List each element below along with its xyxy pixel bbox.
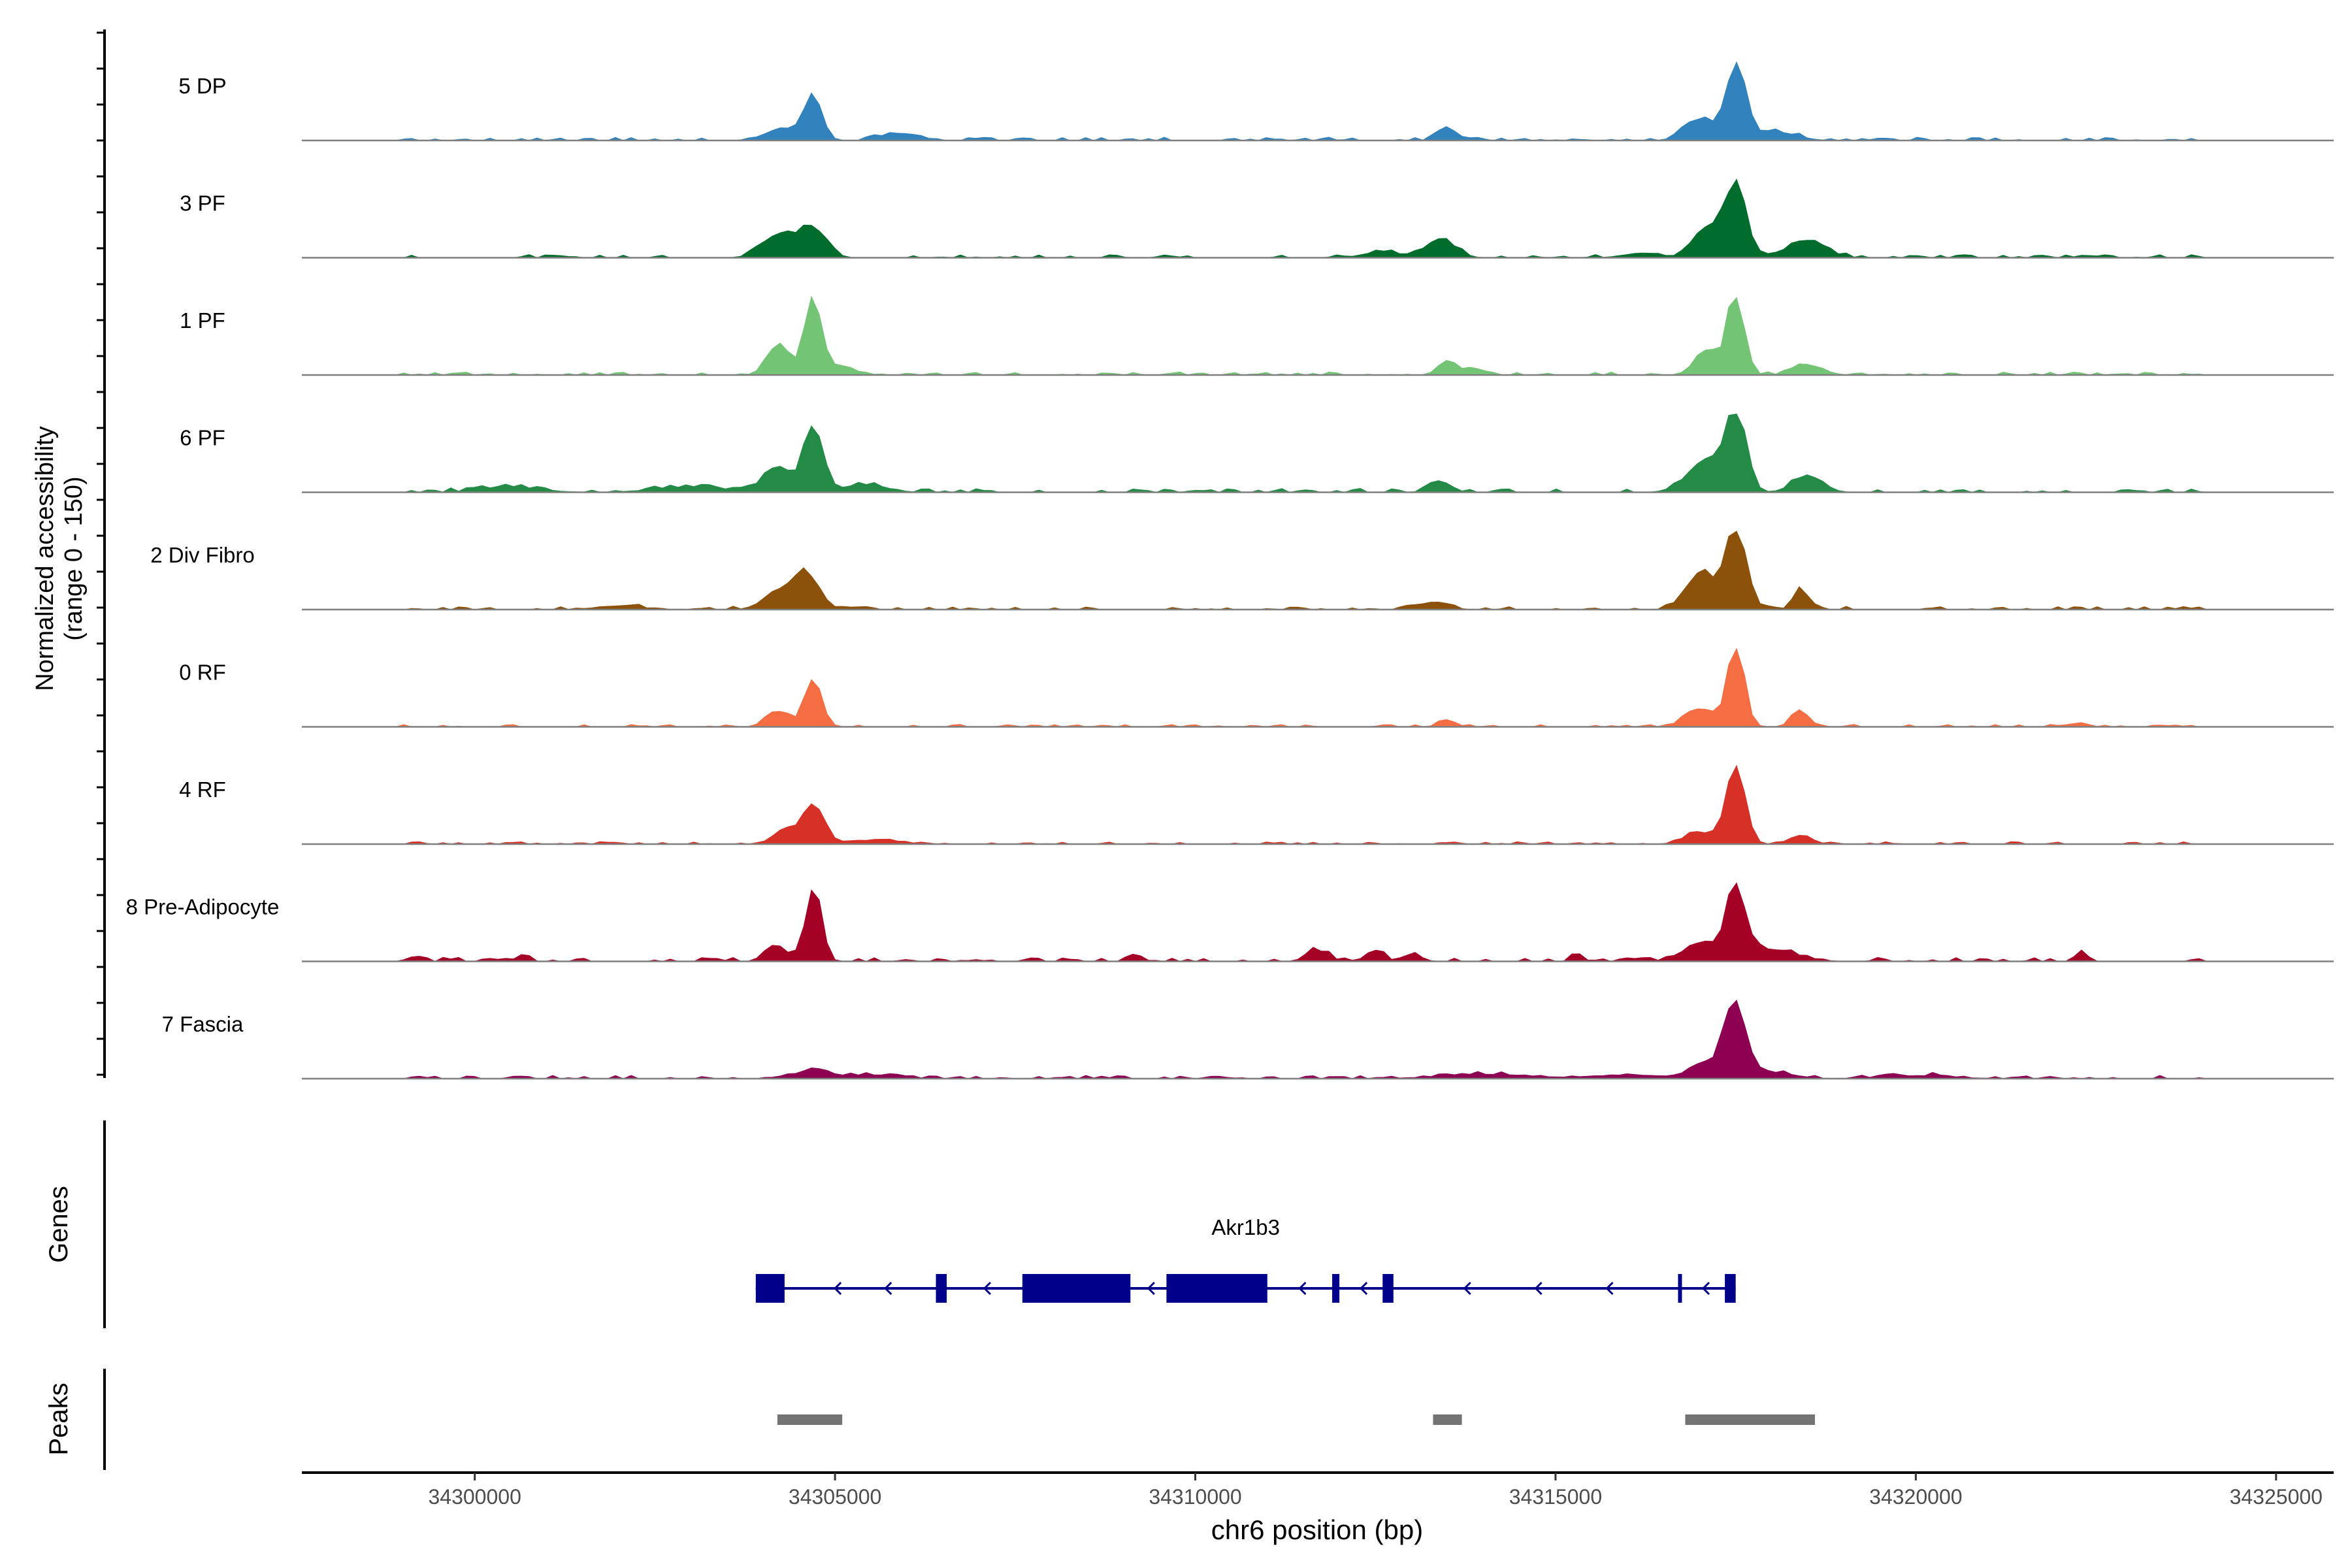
peak-interval: [777, 1414, 843, 1425]
x-tick-label: 34315000: [1509, 1485, 1602, 1509]
strand-arrow: [1701, 1281, 1710, 1296]
track-label: 2 Div Fibro: [150, 543, 255, 567]
gene-exon: [1725, 1274, 1736, 1303]
x-tick-label: 34300000: [428, 1485, 521, 1509]
coverage-track: 5 DP: [178, 61, 2334, 142]
x-axis-ticks: 34300000 34305000 34310000 34315000 34320000…: [428, 1473, 2323, 1509]
y-axis-label-line2: (range 0 - 150): [60, 476, 88, 640]
gene-exon: [1382, 1274, 1394, 1303]
peak-interval: [1685, 1414, 1815, 1425]
x-tick-label: 34320000: [1869, 1485, 1962, 1509]
strand-arrow: [1605, 1281, 1614, 1296]
track-label: 0 RF: [179, 661, 226, 685]
gene-exon: [1678, 1274, 1682, 1303]
coverage-axis-ticks: [97, 31, 105, 1076]
y-axis-label-line1: Normalized accessibility: [31, 426, 59, 691]
strand-arrow: [833, 1281, 842, 1296]
track-label: 5 DP: [178, 74, 226, 98]
gene-exon: [755, 1274, 785, 1303]
coverage-track: 4 RF: [179, 764, 2334, 845]
strand-arrow: [884, 1281, 892, 1296]
coverage-track: 2 Div Fibro: [150, 531, 2334, 611]
coverage-track: 7 Fascia: [162, 1000, 2334, 1080]
track-label: 3 PF: [180, 191, 225, 216]
x-tick-label: 34310000: [1149, 1485, 1241, 1509]
gene-exon: [1166, 1274, 1267, 1303]
x-axis-label: chr6 position (bp): [1211, 1514, 1424, 1545]
coverage-track: 6 PF: [180, 413, 2334, 493]
track-label: 8 Pre-Adipocyte: [126, 895, 280, 919]
gene-model: Akr1b3: [755, 1215, 1736, 1303]
genes-track-label: Genes: [44, 1186, 73, 1263]
strand-arrow: [1463, 1281, 1471, 1296]
track-label: 1 PF: [180, 308, 225, 333]
gene-exon: [936, 1274, 947, 1303]
x-tick-label: 34325000: [2230, 1485, 2323, 1509]
strand-arrow: [1147, 1281, 1155, 1296]
strand-arrow: [1360, 1281, 1368, 1296]
track-label: 4 RF: [179, 777, 226, 802]
strand-arrow: [983, 1281, 992, 1296]
strand-arrow: [1534, 1281, 1543, 1296]
peak-interval: [1433, 1414, 1462, 1425]
peaks-track-label: Peaks: [44, 1382, 73, 1455]
coverage-track: 0 RF: [179, 647, 2334, 728]
strand-arrow: [1298, 1281, 1307, 1296]
gene-name-label: Akr1b3: [1211, 1215, 1280, 1239]
coverage-tracks: 5 DP 3 PF 1 PF 6 PF 2 Div Fibro 0 RF 4 RF 8 Pre…: [126, 61, 2334, 1080]
track-label: 7 Fascia: [162, 1012, 244, 1036]
coverage-track: 1 PF: [180, 295, 2334, 376]
coverage-track: 3 PF: [180, 178, 2334, 259]
track-label: 6 PF: [180, 426, 225, 450]
coverage-track: 8 Pre-Adipocyte: [126, 882, 2334, 962]
x-tick-label: 34305000: [789, 1485, 881, 1509]
peak-intervals: [777, 1414, 1815, 1425]
gene-exon: [1022, 1274, 1131, 1303]
gene-exon: [1332, 1274, 1340, 1303]
